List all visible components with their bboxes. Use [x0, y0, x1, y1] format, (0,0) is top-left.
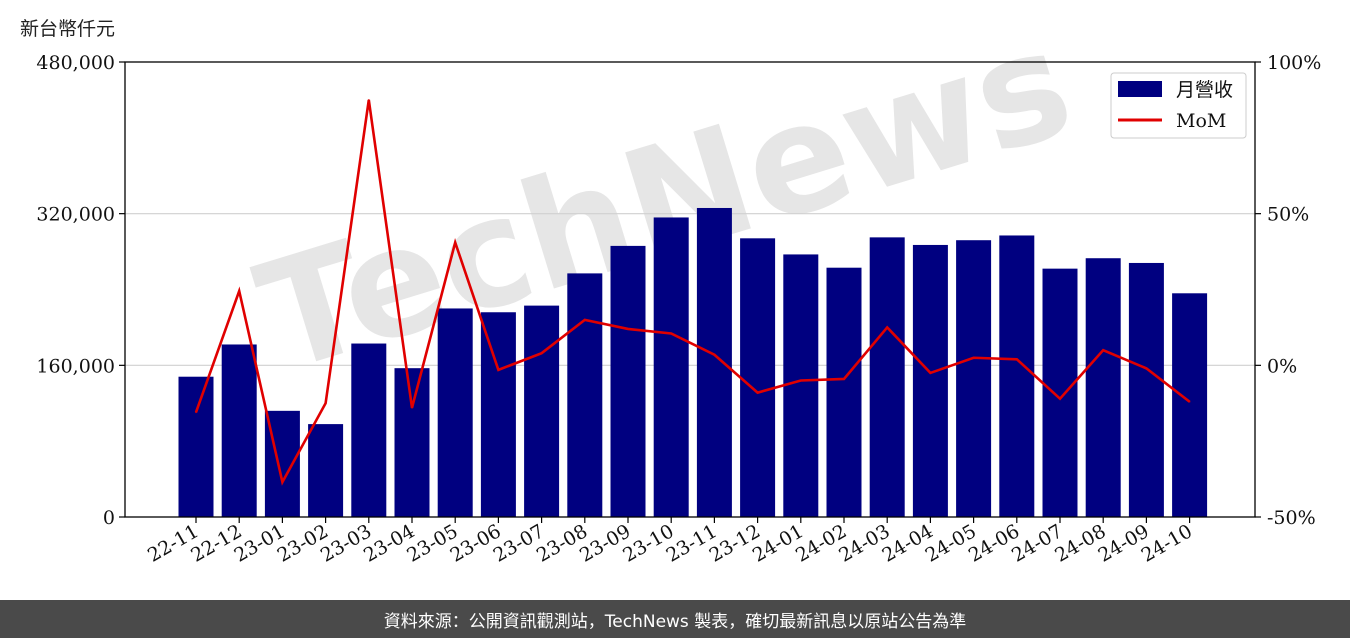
bar-23-03 — [351, 343, 387, 517]
line-series — [194, 99, 1191, 486]
plot-frame — [124, 61, 1256, 518]
mom-point-23-09 — [627, 328, 629, 330]
y-axis-unit-label: 新台幣仟元 — [20, 18, 116, 40]
mom-point-23-12 — [756, 391, 759, 394]
legend-label-mom: MoM — [1176, 110, 1226, 132]
mom-point-24-09 — [1145, 367, 1148, 370]
chart: TechNews 0160,000320,000480,000-50%0%50%… — [36, 0, 1321, 567]
source-footer: 資料來源：公開資訊觀測站，TechNews 製表，確切最新訊息以原站公告為準 — [0, 600, 1350, 638]
bar-23-12 — [740, 238, 776, 517]
bar-24-03 — [869, 237, 905, 518]
bar-24-06 — [999, 235, 1035, 517]
mom-point-24-10 — [1188, 400, 1191, 403]
mom-point-24-07 — [1059, 397, 1061, 400]
bar-24-01 — [783, 254, 819, 518]
mom-line — [194, 99, 1191, 486]
mom-point-23-06 — [497, 369, 500, 371]
bar-24-10 — [1172, 293, 1208, 517]
bar-22-12 — [221, 344, 257, 517]
bar-23-11 — [696, 207, 732, 517]
bar-23-06 — [480, 312, 516, 517]
bar-23-04 — [394, 368, 430, 517]
bar-24-07 — [1042, 268, 1078, 517]
bar-23-05 — [437, 308, 473, 517]
right-tick-label: 100% — [1267, 52, 1321, 74]
bar-24-05 — [956, 240, 992, 518]
mom-point-24-03 — [886, 326, 888, 329]
mom-point-23-08 — [584, 319, 586, 321]
bar-24-04 — [912, 244, 948, 517]
bar-23-10 — [653, 217, 689, 518]
mom-point-23-03 — [368, 99, 370, 101]
mom-point-23-11 — [713, 353, 716, 356]
mom-point-24-06 — [1016, 358, 1018, 361]
left-tick-label: 0 — [103, 507, 115, 529]
legend-swatch-bar — [1118, 81, 1162, 97]
mom-point-24-01 — [800, 379, 802, 382]
mom-point-23-02 — [324, 402, 327, 405]
mom-point-23-01 — [281, 481, 284, 483]
right-tick-label: -50% — [1267, 507, 1316, 529]
mom-point-23-10 — [670, 332, 672, 335]
legend-label-revenue: 月營收 — [1176, 79, 1233, 101]
bar-24-08 — [1085, 258, 1121, 517]
mom-point-22-11 — [195, 411, 197, 414]
mom-point-22-12 — [238, 290, 240, 292]
left-tick-label: 480,000 — [36, 52, 115, 74]
left-tick-label: 320,000 — [36, 204, 115, 226]
mom-point-24-05 — [972, 356, 975, 359]
right-tick-label: 0% — [1267, 355, 1297, 377]
mom-point-24-08 — [1102, 349, 1104, 351]
bar-23-09 — [610, 245, 646, 518]
mom-point-23-04 — [411, 407, 413, 409]
bar-24-02 — [826, 267, 862, 517]
mom-point-23-07 — [540, 352, 543, 355]
mom-point-23-05 — [454, 241, 457, 244]
x-tick-label: 24-10 — [1138, 520, 1196, 566]
bar-22-11 — [178, 376, 214, 517]
bar-series — [178, 207, 1208, 518]
mom-point-24-04 — [929, 372, 932, 374]
bar-23-07 — [524, 305, 560, 517]
bar-24-09 — [1128, 262, 1164, 517]
legend: 月營收 MoM — [1110, 72, 1247, 139]
bar-23-02 — [308, 424, 344, 517]
bar-23-08 — [567, 273, 603, 517]
mom-point-24-02 — [843, 378, 845, 380]
left-tick-label: 160,000 — [36, 355, 115, 377]
right-tick-label: 50% — [1267, 204, 1309, 226]
